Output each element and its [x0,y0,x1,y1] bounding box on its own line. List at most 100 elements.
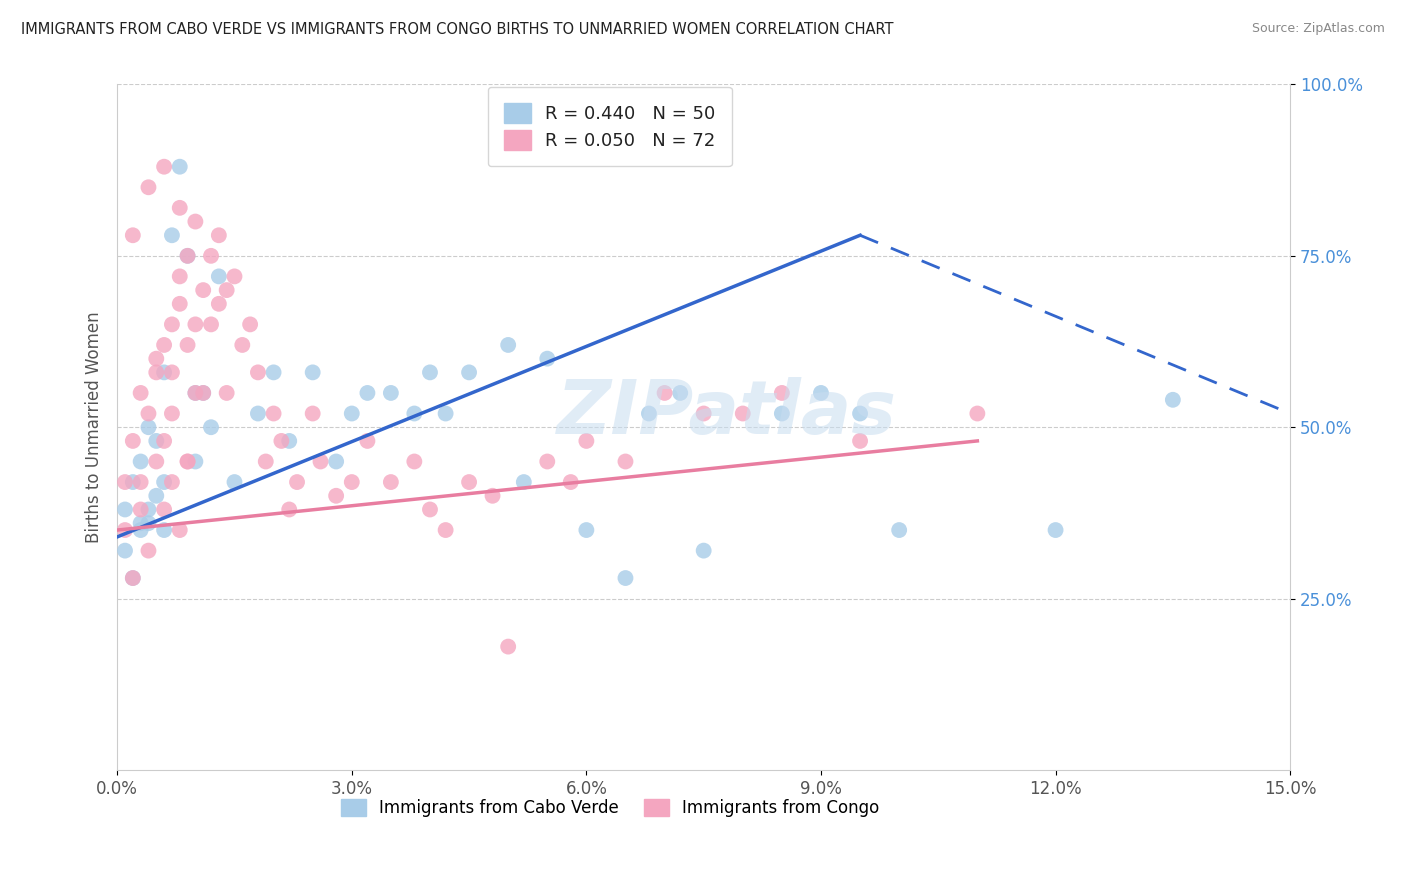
Point [404,454,426,468]
Point [169,201,191,215]
Point [481,489,503,503]
Point [434,407,457,421]
Point [176,454,198,468]
Point [169,523,191,537]
Point [224,269,246,284]
Point [239,318,262,332]
Point [1161,392,1184,407]
Point [208,297,231,311]
Point [138,502,160,516]
Point [215,386,238,401]
Point [231,338,253,352]
Point [1045,523,1067,537]
Point [121,228,143,243]
Point [215,283,238,297]
Point [810,386,832,401]
Point [160,365,183,379]
Point [200,420,222,434]
Point [301,407,323,421]
Point [138,420,160,434]
Point [849,407,872,421]
Point [285,475,308,489]
Point [356,434,378,448]
Point [121,434,143,448]
Point [356,386,378,401]
Point [575,523,598,537]
Point [193,386,215,401]
Y-axis label: Births to Unmarried Women: Births to Unmarried Women [86,311,103,543]
Point [169,269,191,284]
Point [138,180,160,194]
Point [692,543,714,558]
Point [138,516,160,531]
Point [176,454,198,468]
Point [176,338,198,352]
Point [770,407,793,421]
Point [138,407,160,421]
Point [153,338,176,352]
Point [184,454,207,468]
Point [669,386,692,401]
Point [889,523,911,537]
Point [129,523,152,537]
Point [575,434,598,448]
Point [114,543,136,558]
Point [380,475,402,489]
Point [496,640,519,654]
Point [692,407,714,421]
Point [380,386,402,401]
Point [184,214,207,228]
Point [224,475,246,489]
Point [614,571,637,585]
Point [160,228,183,243]
Point [169,297,191,311]
Point [208,228,231,243]
Point [145,489,167,503]
Point [114,502,136,516]
Point [176,249,198,263]
Point [145,365,167,379]
Point [731,407,754,421]
Point [184,318,207,332]
Point [121,571,143,585]
Point [278,502,301,516]
Point [614,454,637,468]
Point [560,475,582,489]
Point [208,269,231,284]
Point [513,475,536,489]
Legend: Immigrants from Cabo Verde, Immigrants from Congo: Immigrants from Cabo Verde, Immigrants f… [333,792,886,823]
Point [193,386,215,401]
Point [114,523,136,537]
Point [129,475,152,489]
Point [263,365,285,379]
Point [496,338,519,352]
Point [340,475,363,489]
Point [536,351,558,366]
Point [434,523,457,537]
Point [145,434,167,448]
Point [340,407,363,421]
Point [404,407,426,421]
Point [193,283,215,297]
Point [278,434,301,448]
Point [770,386,793,401]
Point [325,489,347,503]
Point [419,502,441,516]
Point [419,365,441,379]
Point [138,543,160,558]
Point [129,454,152,468]
Text: Source: ZipAtlas.com: Source: ZipAtlas.com [1251,22,1385,36]
Text: IMMIGRANTS FROM CABO VERDE VS IMMIGRANTS FROM CONGO BIRTHS TO UNMARRIED WOMEN CO: IMMIGRANTS FROM CABO VERDE VS IMMIGRANTS… [21,22,894,37]
Point [145,454,167,468]
Point [145,351,167,366]
Point [200,318,222,332]
Point [160,407,183,421]
Point [160,318,183,332]
Point [160,475,183,489]
Point [200,249,222,263]
Point [153,434,176,448]
Point [254,454,277,468]
Point [325,454,347,468]
Point [176,249,198,263]
Point [458,365,481,379]
